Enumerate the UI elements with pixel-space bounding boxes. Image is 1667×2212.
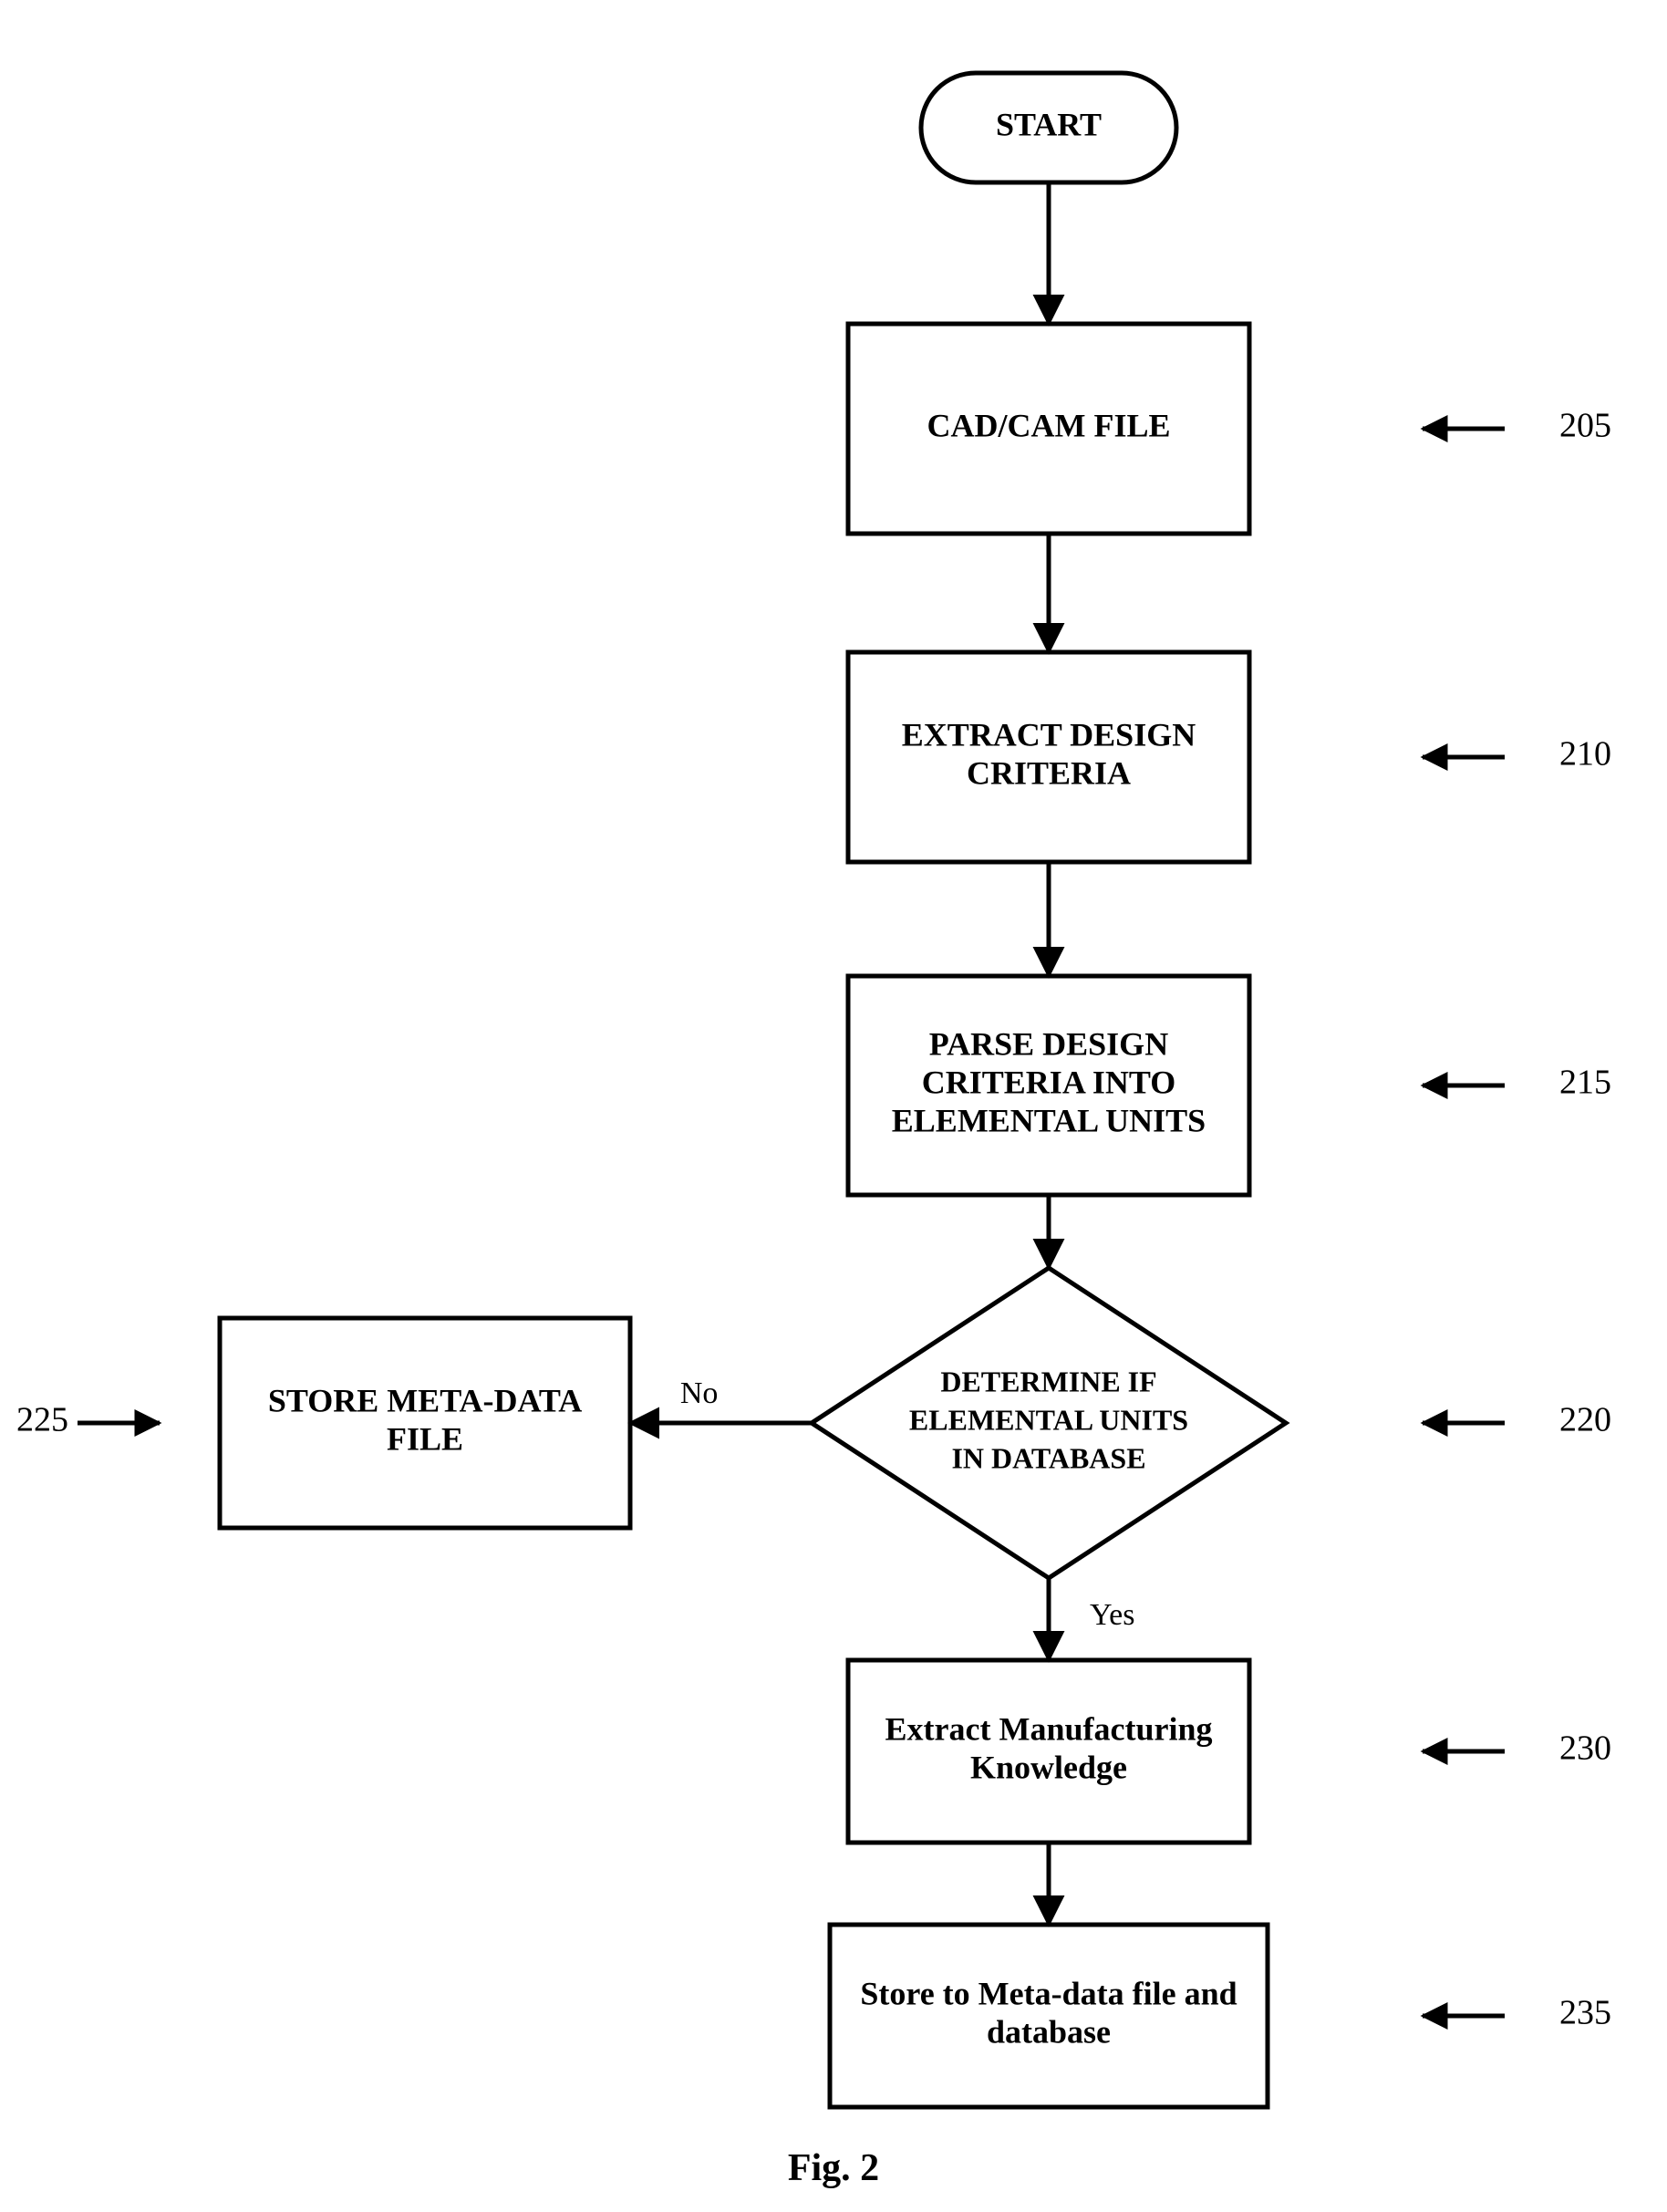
node-n235-line0: Store to Meta-data file and [860,1975,1237,2011]
node-n215: PARSE DESIGNCRITERIA INTOELEMENTAL UNITS [848,976,1249,1195]
node-n210-line0: EXTRACT DESIGN [902,716,1196,753]
node-n215-line0: PARSE DESIGN [929,1025,1168,1062]
flowchart: START CAD/CAM FILE EXTRACT DESIGNCRITERIA P… [0,0,1667,2212]
ref-num-230: 230 [1559,1729,1611,1768]
node-n215-line1: CRITERIA INTO [922,1064,1175,1100]
ref-num-220: 220 [1559,1401,1611,1439]
node-n220-line0: DETERMINE IF [940,1365,1156,1397]
node-n235-line1: database [987,2013,1111,2050]
edge-label-no: No [680,1376,719,1410]
node-n235: Store to Meta-data file anddatabase [830,1925,1268,2107]
node-n220-line2: IN DATABASE [951,1441,1145,1474]
ref-num-215: 215 [1559,1064,1611,1102]
ref-num-205: 205 [1559,407,1611,445]
node-n215-line2: ELEMENTAL UNITS [892,1102,1206,1138]
node-n230: Extract ManufacturingKnowledge [848,1660,1249,1843]
node-n210: EXTRACT DESIGNCRITERIA [848,652,1249,862]
ref-num-210: 210 [1559,735,1611,774]
edge-label-yes: Yes [1090,1598,1134,1632]
node-n225: STORE META-DATAFILE [220,1318,630,1528]
node-n230-line1: Knowledge [970,1749,1127,1785]
node-n220-line1: ELEMENTAL UNITS [909,1403,1188,1436]
node-n225-line0: STORE META-DATA [268,1382,582,1418]
figure-label: Fig. 2 [788,2147,879,2189]
node-start: START [921,73,1176,182]
ref-num-225: 225 [16,1401,68,1439]
node-start-line0: START [996,106,1102,142]
node-n205-line0: CAD/CAM FILE [927,407,1171,443]
ref-num-235: 235 [1559,1994,1611,2032]
node-n230-line0: Extract Manufacturing [885,1710,1213,1747]
node-n210-line1: CRITERIA [967,754,1131,791]
node-n205: CAD/CAM FILE [848,324,1249,534]
node-n225-line1: FILE [387,1420,463,1457]
node-n220: DETERMINE IF ELEMENTAL UNITS IN DATABASE [812,1268,1286,1578]
